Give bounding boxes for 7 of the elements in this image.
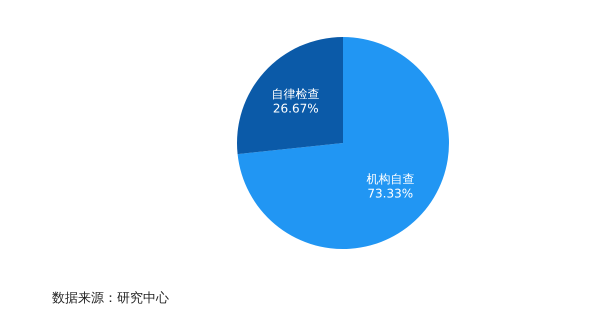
pie-slice <box>238 37 449 249</box>
source-note: 数据来源：研究中心 <box>52 290 169 306</box>
slice-label: 机构自查 <box>366 172 414 186</box>
data-label: 26.67% <box>272 101 319 116</box>
pie-slice <box>237 37 343 154</box>
slice-label: 自律检查 <box>272 87 320 102</box>
data-label: 73.33% <box>367 186 414 201</box>
